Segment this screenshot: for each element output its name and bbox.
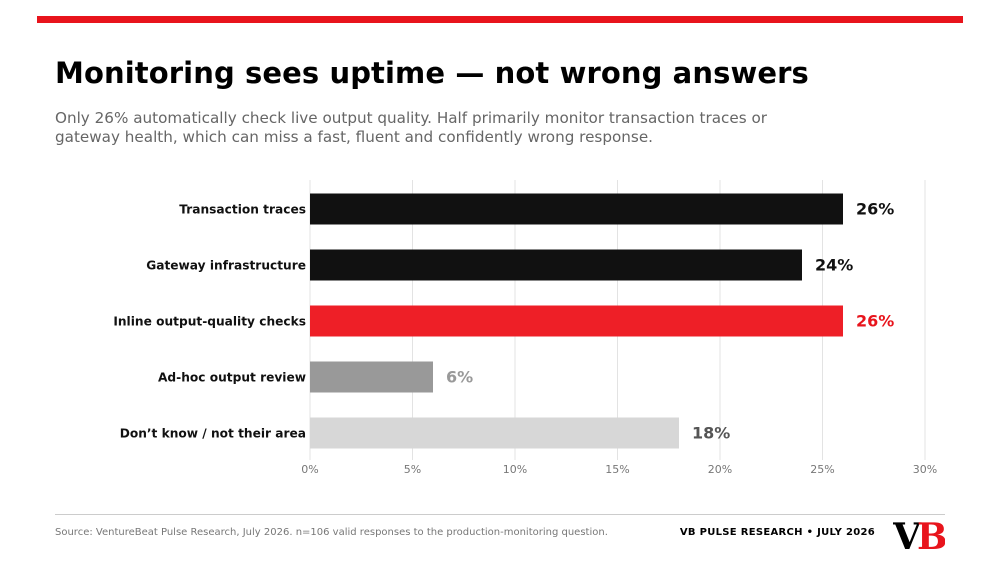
brand-line: VB PULSE RESEARCH • JULY 2026 [679, 527, 875, 538]
value-label: 26% [856, 200, 894, 219]
x-tick-label: 25% [810, 463, 834, 476]
top-accent-bar [37, 16, 963, 23]
vb-logo-b: B [917, 516, 945, 556]
bar [310, 193, 843, 225]
value-label: 6% [446, 368, 473, 387]
x-tick-label: 30% [913, 463, 937, 476]
chart-labels: 0% 5% 10% 15% 20% 25% 30% Transaction traces 26%… [113, 200, 937, 477]
footer-divider [55, 514, 945, 515]
bar [310, 361, 433, 393]
value-label: 24% [815, 256, 853, 275]
category-label: Transaction traces [179, 203, 306, 217]
x-tick-label: 10% [503, 463, 527, 476]
value-label: 18% [692, 424, 730, 443]
page-title: Monitoring sees uptime — not wrong answe… [55, 56, 809, 90]
category-label: Ad-hoc output review [158, 371, 306, 385]
category-label: Gateway infrastructure [146, 259, 306, 273]
bar [310, 249, 802, 281]
bar-chart: 0% 5% 10% 15% 20% 25% 30% Transaction traces 26%… [113, 180, 937, 477]
chart-bars [310, 193, 843, 449]
category-label: Inline output-quality checks [113, 315, 306, 329]
bar [310, 417, 679, 449]
vb-logo: V B [893, 516, 945, 556]
page-subtitle: Only 26% automatically check live output… [55, 109, 767, 146]
category-label: Don’t know / not their area [120, 427, 306, 441]
value-label: 26% [856, 312, 894, 331]
x-tick-label: 15% [605, 463, 629, 476]
bar [310, 305, 843, 337]
vb-logo-v: V [893, 516, 922, 556]
x-tick-label: 5% [404, 463, 421, 476]
x-tick-label: 20% [708, 463, 732, 476]
source-note: Source: VentureBeat Pulse Research, July… [55, 527, 608, 538]
x-tick-label: 0% [301, 463, 318, 476]
